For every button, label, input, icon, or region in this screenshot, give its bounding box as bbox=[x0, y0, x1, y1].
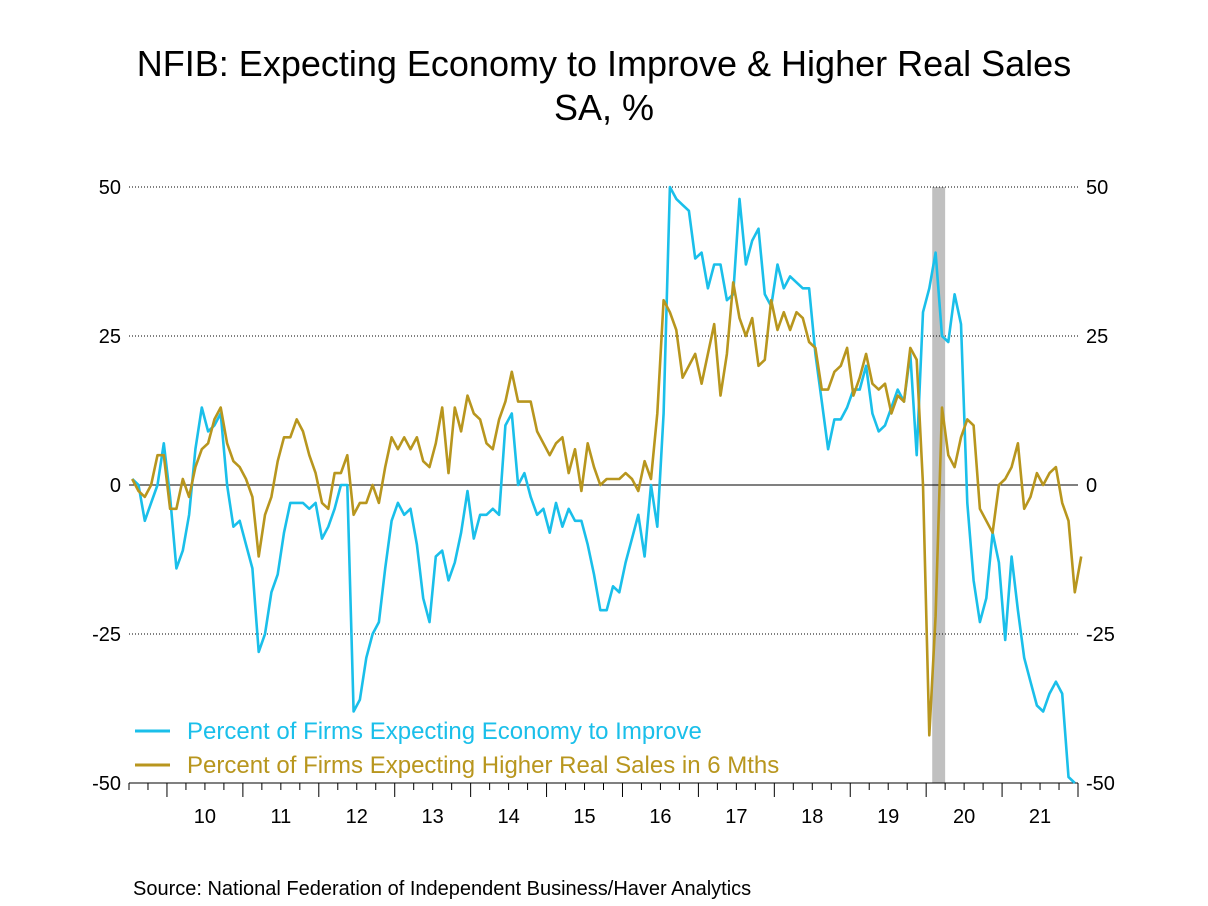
y-tick-label-right: -25 bbox=[1086, 624, 1115, 646]
x-tick-label: 14 bbox=[497, 806, 519, 828]
axes: 50 50 25 25 0 0 -25 -25 -50 -50 10 11 12 13 14 15 16 17 18… bbox=[92, 177, 1115, 828]
series-line-sales bbox=[131, 281, 1083, 737]
y-tick-label-right: -50 bbox=[1086, 773, 1115, 795]
y-tick-label-right: 0 bbox=[1086, 475, 1097, 497]
x-tick-label: 10 bbox=[194, 806, 216, 828]
series-lines bbox=[131, 185, 1083, 784]
y-tick-label-right: 50 bbox=[1086, 177, 1108, 199]
chart-title: NFIB: Expecting Economy to Improve & Hig… bbox=[137, 43, 1071, 84]
y-tick-label-right: 25 bbox=[1086, 326, 1108, 348]
legend: Percent of Firms Expecting Economy to Im… bbox=[135, 718, 779, 779]
y-tick-label-left: 0 bbox=[110, 475, 121, 497]
x-tick-label: 20 bbox=[953, 806, 975, 828]
y-tick-label-left: -50 bbox=[92, 773, 121, 795]
series-line-economy bbox=[131, 185, 1076, 784]
legend-label-economy: Percent of Firms Expecting Economy to Im… bbox=[187, 718, 702, 745]
x-tick-label: 17 bbox=[725, 806, 747, 828]
x-tick-label: 12 bbox=[346, 806, 368, 828]
x-tick-label: 15 bbox=[573, 806, 595, 828]
source-note: Source: National Federation of Independe… bbox=[133, 878, 751, 900]
gridlines bbox=[129, 186, 1078, 635]
x-tick-label: 16 bbox=[649, 806, 671, 828]
chart-subtitle: SA, % bbox=[554, 87, 654, 128]
x-tick-label: 18 bbox=[801, 806, 823, 828]
x-tick-label: 13 bbox=[422, 806, 444, 828]
y-tick-label-left: -25 bbox=[92, 624, 121, 646]
y-tick-label-left: 50 bbox=[99, 177, 121, 199]
legend-label-sales: Percent of Firms Expecting Higher Real S… bbox=[187, 752, 779, 779]
x-tick-label: 21 bbox=[1029, 806, 1051, 828]
y-tick-label-left: 25 bbox=[99, 326, 121, 348]
x-tick-label: 19 bbox=[877, 806, 899, 828]
x-tick-label: 11 bbox=[270, 806, 291, 828]
